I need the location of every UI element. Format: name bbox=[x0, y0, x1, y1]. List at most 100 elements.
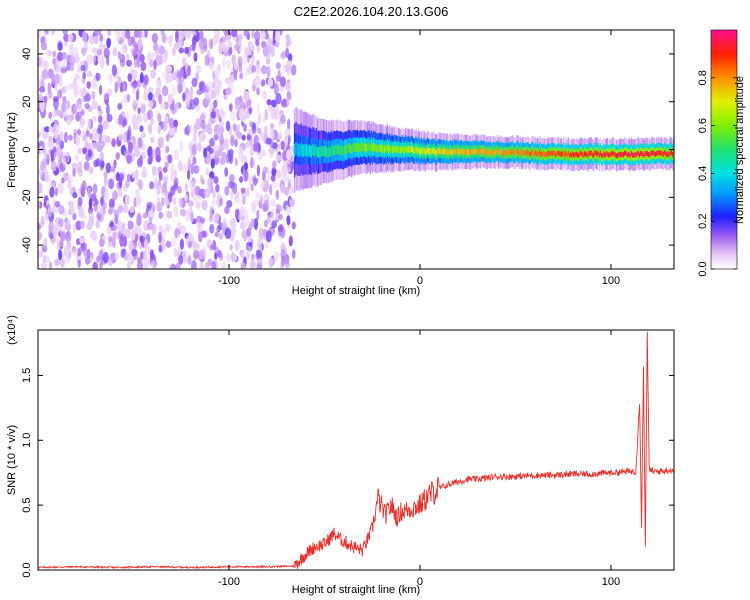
noise-cell bbox=[252, 84, 256, 92]
noise-cell bbox=[103, 92, 110, 101]
noise-cell bbox=[165, 145, 170, 154]
bottom-y-tick-label: 1.5 bbox=[21, 368, 33, 383]
ridge-cell bbox=[552, 150, 555, 156]
noise-cell bbox=[72, 167, 76, 178]
noise-cell bbox=[91, 90, 96, 100]
noise-cell bbox=[66, 217, 72, 230]
noise-cell bbox=[74, 73, 80, 81]
ridge-cell bbox=[635, 152, 637, 158]
noise-cell bbox=[129, 206, 135, 214]
ridge-cell bbox=[485, 150, 487, 156]
ridge-cell bbox=[581, 151, 583, 157]
noise-cell bbox=[98, 115, 103, 124]
noise-cell bbox=[189, 98, 196, 111]
ridge-cell bbox=[504, 150, 507, 156]
noise-cell bbox=[89, 230, 96, 239]
noise-cell bbox=[65, 84, 72, 91]
noise-cell bbox=[58, 249, 63, 261]
noise-cell bbox=[230, 218, 237, 229]
ridge-cell bbox=[355, 143, 358, 152]
ridge-cell bbox=[570, 151, 572, 157]
noise-cell bbox=[222, 56, 227, 68]
noise-cell bbox=[226, 253, 231, 262]
noise-cell bbox=[210, 158, 215, 169]
noise-cell bbox=[38, 56, 42, 67]
noise-cell bbox=[246, 227, 252, 237]
noise-cell bbox=[92, 132, 98, 142]
ridge-cell bbox=[662, 151, 665, 157]
ridge-cell bbox=[509, 149, 511, 155]
ridge-cell bbox=[352, 143, 354, 152]
noise-cell bbox=[127, 36, 133, 47]
ridge-cell bbox=[436, 149, 438, 156]
noise-cell bbox=[288, 185, 294, 195]
ridge-cell bbox=[595, 150, 597, 156]
ridge-cell bbox=[591, 152, 594, 158]
noise-cell bbox=[218, 144, 223, 155]
noise-cell bbox=[54, 201, 60, 208]
noise-cell bbox=[238, 151, 244, 162]
noise-cell bbox=[117, 203, 124, 215]
noise-cell bbox=[88, 34, 95, 46]
noise-cell bbox=[173, 247, 178, 258]
noise-cell bbox=[262, 166, 269, 174]
noise-cell bbox=[95, 30, 102, 36]
colorbar-tick-label: 0.8 bbox=[697, 70, 709, 85]
noise-cell bbox=[189, 44, 196, 52]
noise-cell bbox=[126, 59, 132, 67]
ridge-cell bbox=[444, 148, 446, 155]
noise-cell bbox=[180, 224, 186, 235]
ridge-cell bbox=[303, 144, 305, 157]
ridge-cell bbox=[452, 150, 454, 156]
noise-cell bbox=[249, 121, 254, 128]
noise-cell bbox=[226, 59, 231, 70]
bottom-plot-frame bbox=[37, 329, 675, 571]
noise-cell bbox=[256, 164, 260, 177]
noise-cell bbox=[122, 31, 126, 43]
noise-cell bbox=[242, 195, 246, 206]
noise-cell bbox=[254, 75, 261, 87]
noise-cell bbox=[134, 168, 139, 181]
noise-cell bbox=[236, 124, 241, 131]
ridge-cell bbox=[543, 151, 546, 157]
ridge-cell bbox=[424, 149, 426, 156]
noise-cell bbox=[231, 30, 238, 38]
ridge-cell bbox=[428, 147, 430, 154]
ridge-cell bbox=[377, 144, 379, 153]
ridge-cell bbox=[665, 151, 667, 157]
ridge-cell bbox=[475, 147, 477, 154]
ridge-cell bbox=[412, 146, 414, 153]
ridge-cell bbox=[462, 150, 464, 156]
ridge-cell bbox=[365, 143, 367, 152]
ridge-cell bbox=[615, 153, 618, 159]
ridge-cell bbox=[361, 143, 363, 152]
noise-cell bbox=[199, 250, 206, 260]
ridge-cell bbox=[628, 151, 630, 157]
ridge-cell bbox=[587, 153, 589, 159]
noise-cell bbox=[244, 220, 252, 227]
noise-cell bbox=[118, 113, 124, 125]
noise-cell bbox=[283, 64, 290, 73]
noise-cell bbox=[41, 260, 47, 269]
ridge-cell bbox=[557, 150, 559, 156]
noise-cell bbox=[255, 192, 261, 199]
ridge-cell bbox=[574, 152, 577, 158]
noise-cell bbox=[288, 235, 293, 247]
noise-cell bbox=[105, 162, 112, 174]
noise-cell bbox=[267, 77, 274, 88]
ridge-cell bbox=[398, 146, 400, 153]
ridge-cell bbox=[566, 152, 569, 158]
ridge-cell bbox=[340, 145, 343, 155]
ridge-cell bbox=[327, 148, 329, 158]
top-x-axis: -100 0 100 bbox=[218, 30, 620, 287]
noise-cell bbox=[141, 166, 147, 175]
noise-cell bbox=[86, 81, 91, 89]
noise-cell bbox=[243, 169, 249, 182]
ridge-cell bbox=[515, 150, 517, 156]
noise-cell bbox=[246, 134, 252, 141]
noise-cell bbox=[108, 198, 114, 208]
noise-cell bbox=[270, 209, 275, 221]
ridge-cell bbox=[426, 146, 429, 153]
ridge-cell bbox=[453, 147, 455, 154]
